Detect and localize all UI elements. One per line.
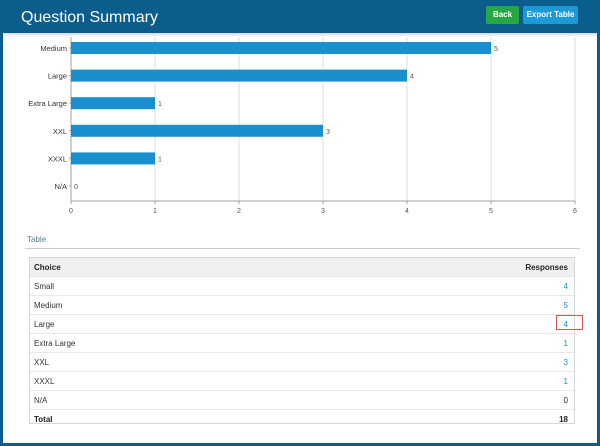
bar-value-label: 3 xyxy=(326,129,330,136)
y-category-label: N/A xyxy=(54,182,67,191)
table-row: N/A 0 xyxy=(30,391,574,410)
total-label: Total xyxy=(34,415,53,424)
responses-bar-chart: 0 1 2 3 4 5 6 Medium 5 Large 4 Extra Large 1 XXL 3 XXXL… xyxy=(28,37,577,215)
choice-cell: N/A xyxy=(34,396,48,405)
choice-cell: Extra Large xyxy=(34,339,76,348)
table-row: Extra Large 1 xyxy=(30,334,574,353)
responses-column-header: Responses xyxy=(525,263,568,272)
table-row: XXXL 1 xyxy=(30,372,574,391)
x-tick-label: 1 xyxy=(153,208,157,215)
y-category-label: XXL xyxy=(53,127,67,136)
back-button[interactable]: Back xyxy=(486,6,519,24)
bar xyxy=(71,69,407,82)
header-shadow xyxy=(3,33,597,37)
bar xyxy=(71,124,323,137)
y-category-label: Medium xyxy=(40,44,67,53)
x-tick-label: 4 xyxy=(405,208,409,215)
table-row: Small 4 xyxy=(30,277,574,296)
bar-value-label: 5 xyxy=(494,46,498,53)
page-title: Question Summary xyxy=(21,9,158,26)
section-divider xyxy=(25,248,580,249)
responses-value: 0 xyxy=(563,396,568,405)
x-tick-label: 0 xyxy=(69,208,73,215)
responses-link[interactable]: 1 xyxy=(563,377,568,386)
responses-link[interactable]: 5 xyxy=(563,301,568,310)
summary-table: Choice Responses Small 4 Medium 5 Large … xyxy=(29,257,583,424)
bar-value-label: 1 xyxy=(158,101,162,108)
x-tick-label: 3 xyxy=(321,208,325,215)
table-row: Large 4 xyxy=(30,315,574,334)
x-tick-label: 5 xyxy=(489,208,493,215)
total-value: 18 xyxy=(559,415,568,424)
choice-cell: Medium xyxy=(34,301,63,310)
choice-cell: Small xyxy=(34,282,55,291)
table-row: XXL 3 xyxy=(30,353,574,372)
bar-value-label: 1 xyxy=(158,156,162,163)
responses-link[interactable]: 1 xyxy=(563,339,568,348)
table-header-row: Choice Responses xyxy=(30,258,574,277)
table-row: Medium 5 xyxy=(30,296,574,315)
bar xyxy=(71,97,155,110)
bar-value-label: 0 xyxy=(74,184,78,191)
export-table-button[interactable]: Export Table xyxy=(523,6,578,24)
highlight-box xyxy=(556,315,583,330)
responses-link[interactable]: 4 xyxy=(563,282,568,291)
choice-cell: Large xyxy=(34,320,55,329)
responses-link[interactable]: 4 xyxy=(563,320,568,329)
bar xyxy=(71,42,491,54)
y-category-label: Large xyxy=(48,72,67,81)
table-section-title: Table xyxy=(27,235,47,244)
table-total-row: Total 18 xyxy=(30,410,574,429)
bar xyxy=(71,152,155,165)
choice-cell: XXXL xyxy=(34,377,55,386)
header-bar: Question Summary Back Export Table xyxy=(3,3,597,33)
choice-column-header: Choice xyxy=(34,263,61,272)
choice-cell: XXL xyxy=(34,358,50,367)
bar-value-label: 4 xyxy=(410,74,414,81)
y-category-label: Extra Large xyxy=(28,99,67,108)
x-tick-label: 6 xyxy=(573,208,577,215)
y-category-label: XXXL xyxy=(48,154,67,163)
responses-link[interactable]: 3 xyxy=(563,358,568,367)
x-tick-label: 2 xyxy=(237,208,241,215)
